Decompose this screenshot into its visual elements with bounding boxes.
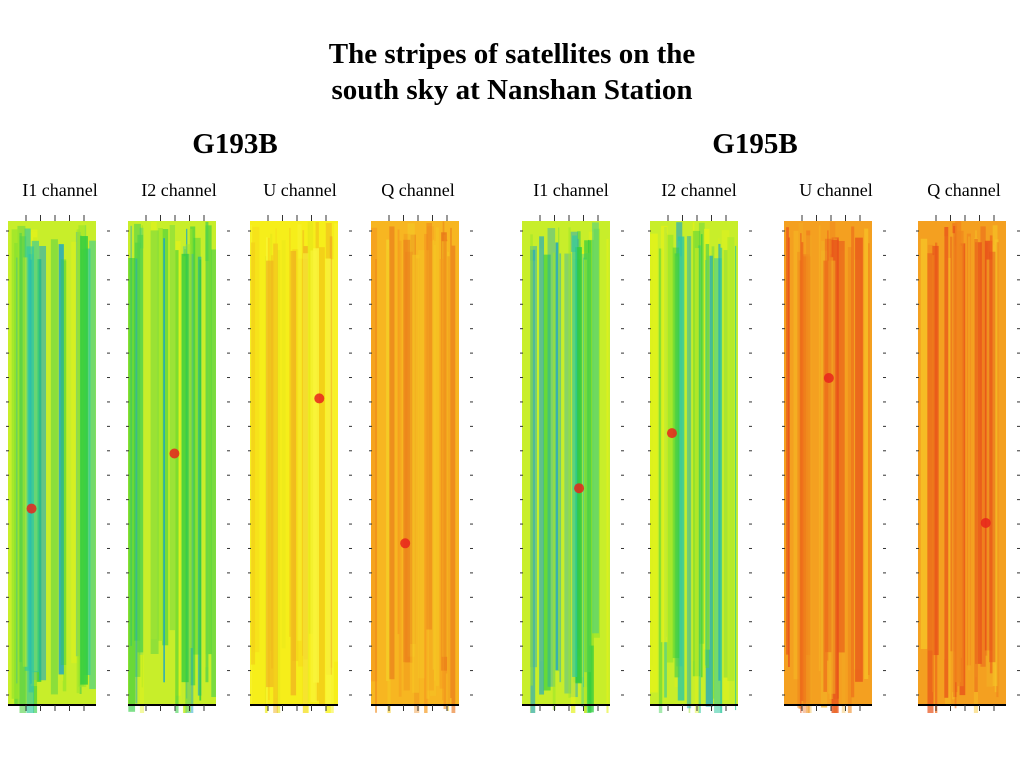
stripe-g193b-i2 [126, 213, 230, 713]
title-line-2: south sky at Nanshan Station [331, 74, 693, 106]
label-g195b-i1: I1 channel [533, 180, 609, 200]
label-g195b-q: Q channel [927, 180, 1001, 200]
stripe-g193b-u [248, 213, 352, 713]
stripe-g193b-q [369, 213, 473, 713]
stripe-g193b-i1 [6, 213, 110, 713]
stripe-g195b-u [782, 213, 886, 713]
label-g193b-i1: I1 channel [22, 180, 98, 200]
figure-title: The stripes of satellites on the south s… [0, 36, 1024, 108]
label-g193b-q: Q channel [381, 180, 455, 200]
stripe-g195b-q [916, 213, 1020, 713]
label-g195b-i2: I2 channel [661, 180, 737, 200]
stripe-g195b-i1 [520, 213, 624, 713]
stripe-g195b-i2 [648, 213, 752, 713]
label-g193b-i2: I2 channel [141, 180, 217, 200]
group-title-g193b: G193B [192, 128, 278, 160]
label-g195b-u: U channel [799, 180, 873, 200]
title-line-1: The stripes of satellites on the [328, 38, 696, 70]
group-title-g195b: G195B [712, 128, 798, 160]
label-g193b-u: U channel [263, 180, 337, 200]
